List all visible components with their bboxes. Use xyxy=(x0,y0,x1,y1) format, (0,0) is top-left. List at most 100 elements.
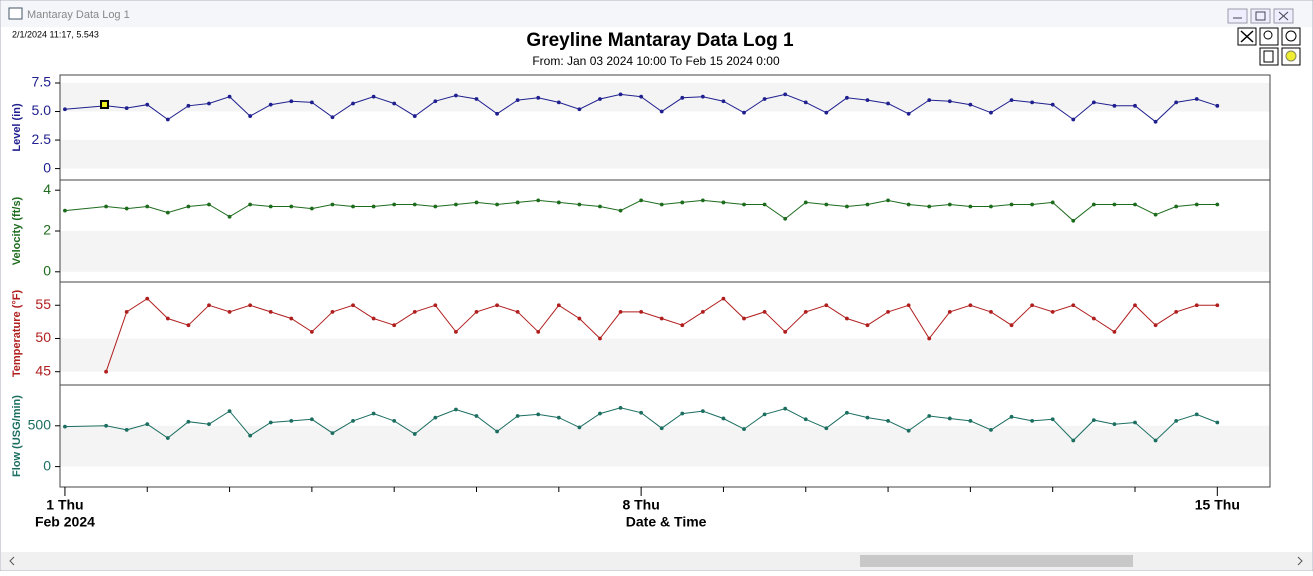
data-point xyxy=(927,414,932,418)
data-point xyxy=(268,204,273,209)
data-point xyxy=(474,200,479,205)
data-point xyxy=(1174,419,1179,423)
data-point xyxy=(454,407,458,412)
data-point xyxy=(145,204,150,209)
data-point xyxy=(1133,103,1137,108)
y-tick-label: 5.0 xyxy=(32,102,52,118)
data-point xyxy=(1050,417,1055,422)
data-point xyxy=(124,427,129,432)
y-axis-label: Flow (USG/min) xyxy=(11,395,23,477)
data-point xyxy=(1174,310,1179,314)
data-point xyxy=(803,200,808,205)
data-point xyxy=(289,316,294,321)
x-tick-label: 8 Thu xyxy=(622,497,659,513)
data-point xyxy=(1194,412,1199,417)
data-point xyxy=(598,336,602,341)
data-point xyxy=(803,310,808,314)
y-tick-label: 0 xyxy=(43,159,51,175)
data-point xyxy=(536,95,541,100)
data-point xyxy=(351,303,355,308)
data-point xyxy=(495,202,499,207)
data-point xyxy=(309,417,314,422)
data-point xyxy=(165,436,170,440)
data-point xyxy=(803,417,808,422)
data-point xyxy=(968,419,973,423)
data-point xyxy=(227,310,232,314)
data-point xyxy=(989,427,993,432)
icon xyxy=(1255,11,1266,21)
data-point xyxy=(1071,303,1076,308)
panel-frame xyxy=(59,384,1271,488)
zoom-out-button[interactable] xyxy=(1259,27,1279,46)
data-point xyxy=(1215,202,1220,207)
data-point xyxy=(700,409,705,414)
data-point xyxy=(515,200,520,205)
scrollbar[interactable] xyxy=(1,552,1312,570)
data-point xyxy=(680,200,685,205)
data-point xyxy=(1071,218,1076,223)
data-point xyxy=(556,415,561,420)
data-point xyxy=(474,97,479,101)
data-point xyxy=(268,420,273,425)
data-point xyxy=(577,202,582,207)
icon xyxy=(1285,30,1297,42)
y-tick-label: 4 xyxy=(43,181,51,197)
toolbar[interactable] xyxy=(1237,27,1301,66)
data-point xyxy=(454,202,458,207)
data-point xyxy=(845,95,849,100)
maximize-button[interactable] xyxy=(1250,8,1271,24)
minimize-button[interactable] xyxy=(1227,8,1248,24)
data-point xyxy=(330,202,335,207)
zoom-in-button[interactable] xyxy=(1281,27,1301,46)
data-point xyxy=(330,310,335,314)
data-point xyxy=(845,316,849,321)
x-tick-label: 15 Thu xyxy=(1195,497,1240,513)
data-point xyxy=(1030,419,1035,423)
data-point xyxy=(783,216,788,221)
data-point xyxy=(124,106,129,110)
data-point xyxy=(639,94,644,99)
data-point xyxy=(865,415,870,420)
data-point xyxy=(248,303,253,308)
icon xyxy=(1240,30,1254,43)
data-point xyxy=(845,204,849,209)
scroll-left-arrow[interactable] xyxy=(9,556,15,566)
data-point xyxy=(762,97,767,101)
data-point xyxy=(639,198,644,203)
grid-band xyxy=(60,231,1270,272)
data-point xyxy=(700,198,705,203)
data-point xyxy=(145,296,150,301)
data-point xyxy=(1194,97,1199,101)
data-point xyxy=(556,200,561,205)
data-point xyxy=(268,310,273,314)
data-point xyxy=(145,422,150,427)
data-point xyxy=(515,310,520,314)
scroll-thumb[interactable] xyxy=(860,555,1133,567)
data-point xyxy=(1153,323,1158,328)
data-point xyxy=(104,423,108,428)
data-point xyxy=(1112,103,1117,108)
window-buttons[interactable] xyxy=(1227,8,1294,24)
data-point xyxy=(145,102,150,107)
cursor-marker xyxy=(100,100,109,109)
data-point xyxy=(639,410,644,415)
data-point xyxy=(104,369,108,374)
data-point xyxy=(906,111,911,116)
data-point xyxy=(927,204,932,209)
data-point xyxy=(1030,202,1035,207)
data-point xyxy=(762,412,767,417)
data-point xyxy=(433,99,438,104)
scroll-right-arrow[interactable] xyxy=(1297,556,1303,566)
data-point xyxy=(1091,202,1096,207)
data-point xyxy=(515,414,520,418)
data-point xyxy=(659,316,664,321)
data-point xyxy=(598,97,602,101)
x-tick-label: 1 Thu xyxy=(46,497,83,513)
data-point xyxy=(1030,303,1035,308)
data-point xyxy=(207,303,211,308)
data-point xyxy=(351,419,355,423)
data-point xyxy=(1071,117,1076,122)
data-point xyxy=(309,206,314,211)
data-point xyxy=(536,198,541,203)
